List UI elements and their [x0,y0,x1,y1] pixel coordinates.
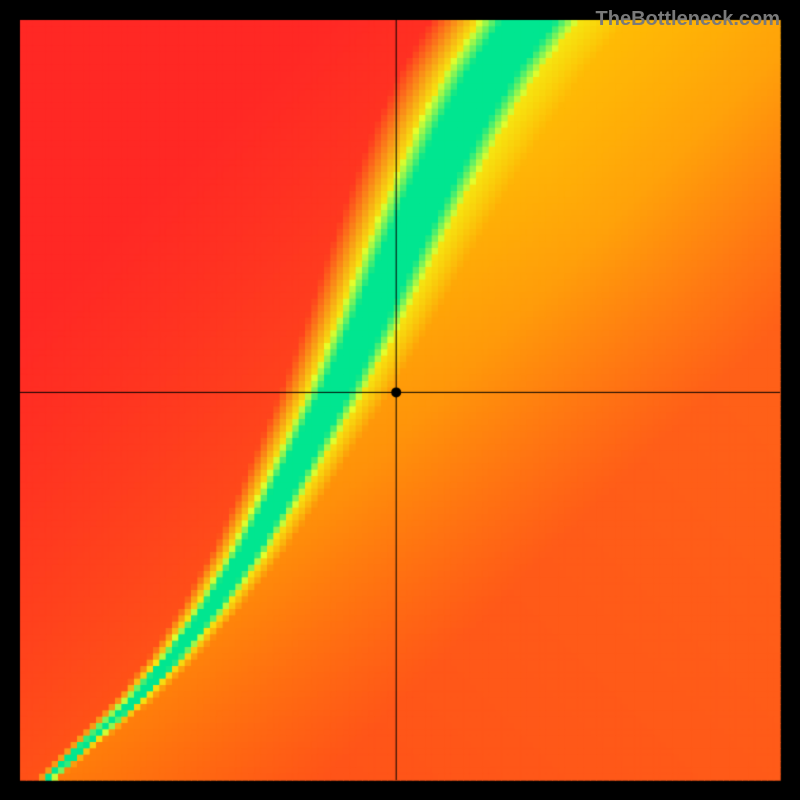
bottleneck-heatmap [0,0,800,800]
